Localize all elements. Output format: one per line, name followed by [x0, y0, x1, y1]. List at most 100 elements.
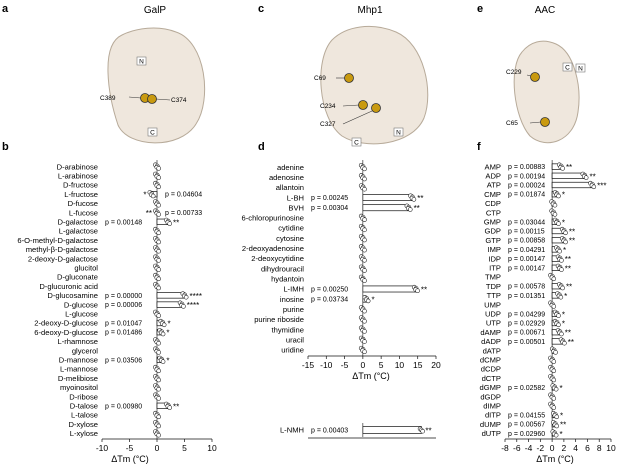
significance-udp: *: [562, 310, 565, 319]
p-value-bvh: p = 0.00304: [311, 205, 348, 212]
residue-label-c389: C389: [100, 95, 116, 102]
data-point-6-chloropurinosine: [362, 217, 367, 222]
x-tick-label: 5: [379, 360, 384, 370]
category-label-purine: purine: [283, 305, 304, 314]
x-tick-label: -2: [537, 443, 545, 453]
p-value-idp: p = 0.00147: [508, 256, 545, 263]
category-label-gmp: GMP: [484, 218, 501, 227]
bar-d-glucosamine: [156, 292, 185, 299]
category-label-dcmp: dCMP: [480, 356, 501, 365]
category-label-dutp: dUTP: [482, 429, 501, 438]
data-point-amp: [560, 166, 565, 171]
data-point-myoinositol: [156, 386, 161, 392]
data-point-l-mannose: [156, 368, 161, 374]
data-point-dump: [554, 423, 560, 429]
category-label-adenosine: adenosine: [269, 173, 304, 182]
x-tick-label: -15: [302, 360, 315, 370]
significance-l-fucose: **: [146, 209, 152, 218]
data-point-methyl-d-galactose: [156, 248, 161, 254]
data-point-dutp: [553, 432, 559, 438]
terminus-label-c-aac: C: [565, 65, 570, 72]
category-label-dgmp: dGMP: [479, 383, 501, 392]
terminus-label-c-galp: C: [150, 130, 155, 137]
data-point-bvh: [407, 207, 413, 212]
data-point-l-fucose: [156, 212, 161, 217]
p-value-d-galactose: p = 0.00148: [105, 219, 142, 226]
data-point-adenosine: [362, 176, 367, 182]
x-tick-label: -8: [501, 443, 509, 453]
category-label-d-fructose: D-fructose: [63, 181, 98, 190]
category-label-ttp: TTP: [487, 291, 501, 300]
category-label-dadp: dADP: [481, 337, 501, 346]
data-point-6-deoxy-d-glucose: [160, 331, 166, 337]
category-label-d-arabinose: D-arabinose: [57, 162, 98, 171]
data-point-datp: [553, 350, 558, 355]
p-value-ditp: p = 0.04155: [508, 413, 545, 420]
category-label-2-deoxy-d-galactose: 2-deoxy-D-galactose: [28, 254, 98, 263]
x-tick-label: 20: [431, 360, 441, 370]
category-label-gtp: GTP: [485, 236, 501, 245]
structure-title-galp: GalP: [144, 5, 167, 16]
significance-utp: *: [562, 320, 565, 329]
panel-letter-d: d: [258, 141, 265, 153]
category-label-allantoin: allantoin: [276, 183, 304, 192]
category-label-cmp: CMP: [484, 190, 501, 199]
data-point-l-arabinose: [156, 175, 161, 180]
p-value-d-glucose: p = 0.00006: [105, 302, 142, 309]
cysteine-marker-c327: [371, 103, 381, 113]
category-label-2-deoxyadenosine: 2-deoxyadenosine: [242, 244, 304, 253]
significance-ttp: *: [564, 292, 567, 301]
significance-gtp: **: [569, 237, 575, 246]
significance-gdp: **: [569, 228, 575, 237]
category-label-bvh: BVH: [288, 203, 304, 212]
data-point-dimp: [551, 405, 557, 410]
category-label-itp: ITP: [489, 264, 501, 273]
chart-panel-d: d ΔTm (°C) adenineadenosineallantoinL-BH…: [242, 141, 441, 439]
data-point-itp: [559, 267, 564, 272]
data-point-uridine: [362, 349, 367, 354]
category-label-dctp: dCTP: [482, 374, 501, 383]
significance-d-talose: **: [173, 402, 179, 411]
x-tick-label: 2: [562, 443, 567, 453]
category-label-thymidine: thymidine: [272, 325, 305, 334]
category-label-cdp: CDP: [485, 199, 501, 208]
data-point-2-deoxyadenosine: [362, 247, 367, 253]
terminus-label-n-galp: N: [139, 59, 144, 66]
residue-label-c65: C65: [506, 120, 518, 127]
category-label-6-deoxy-d-glucose: 6-deoxy-D-glucose: [34, 328, 98, 337]
p-value-l-imh: p = 0.00250: [311, 286, 348, 293]
category-label-l-galactose: L-galactose: [59, 227, 98, 236]
significance-atp: ***: [597, 182, 606, 191]
category-label-uridine: uridine: [281, 346, 304, 355]
data-point-dcmp: [551, 359, 557, 364]
p-value-l-fructose: p = 0.04604: [165, 192, 202, 199]
terminus-box-c-aac: [562, 62, 573, 72]
protein-structure-galp: [107, 27, 206, 144]
significance-d-glucosamine: ****: [190, 292, 202, 301]
data-point-d-talose: [167, 405, 172, 410]
terminus-box-n-aac: [575, 63, 586, 73]
category-label-damp: dAMP: [480, 328, 501, 337]
residue-label-c69: C69: [314, 75, 326, 82]
category-label-l-fructose: L-fructose: [64, 190, 98, 199]
x-tick-label: -4: [525, 443, 533, 453]
significance-imp: *: [563, 246, 566, 255]
data-point-dgdp: [551, 396, 557, 401]
terminus-label-n-mhp1: N: [396, 130, 401, 137]
data-point-2-deoxycytidine: [362, 258, 367, 263]
data-point-ttp: [558, 294, 564, 300]
cysteine-marker-c374: [147, 94, 157, 104]
panel-letter-c: c: [258, 3, 264, 15]
chart-panel-f: f ΔTm (°C) AMP p = 0.00883 **ADP p = 0.0019…: [477, 141, 616, 464]
p-value-amp: p = 0.00883: [508, 164, 545, 171]
p-value-tdp: p = 0.00578: [508, 284, 545, 291]
data-point-cytidine: [362, 227, 367, 233]
structure-panel-aac: e AAC C N C229 C65: [477, 3, 586, 144]
data-point-allantoin: [362, 186, 367, 192]
significance-dump: **: [560, 421, 566, 430]
category-label-l-mannose: L-mannose: [60, 365, 98, 374]
x-tick-label: 0: [360, 360, 365, 370]
p-value-6-deoxy-d-glucose: p = 0.01486: [105, 330, 142, 337]
category-label-l-imh: L-IMH: [283, 285, 304, 294]
category-label-6-o-methyl-d-galactose: 6-O-methyl-D-galactose: [17, 236, 98, 245]
